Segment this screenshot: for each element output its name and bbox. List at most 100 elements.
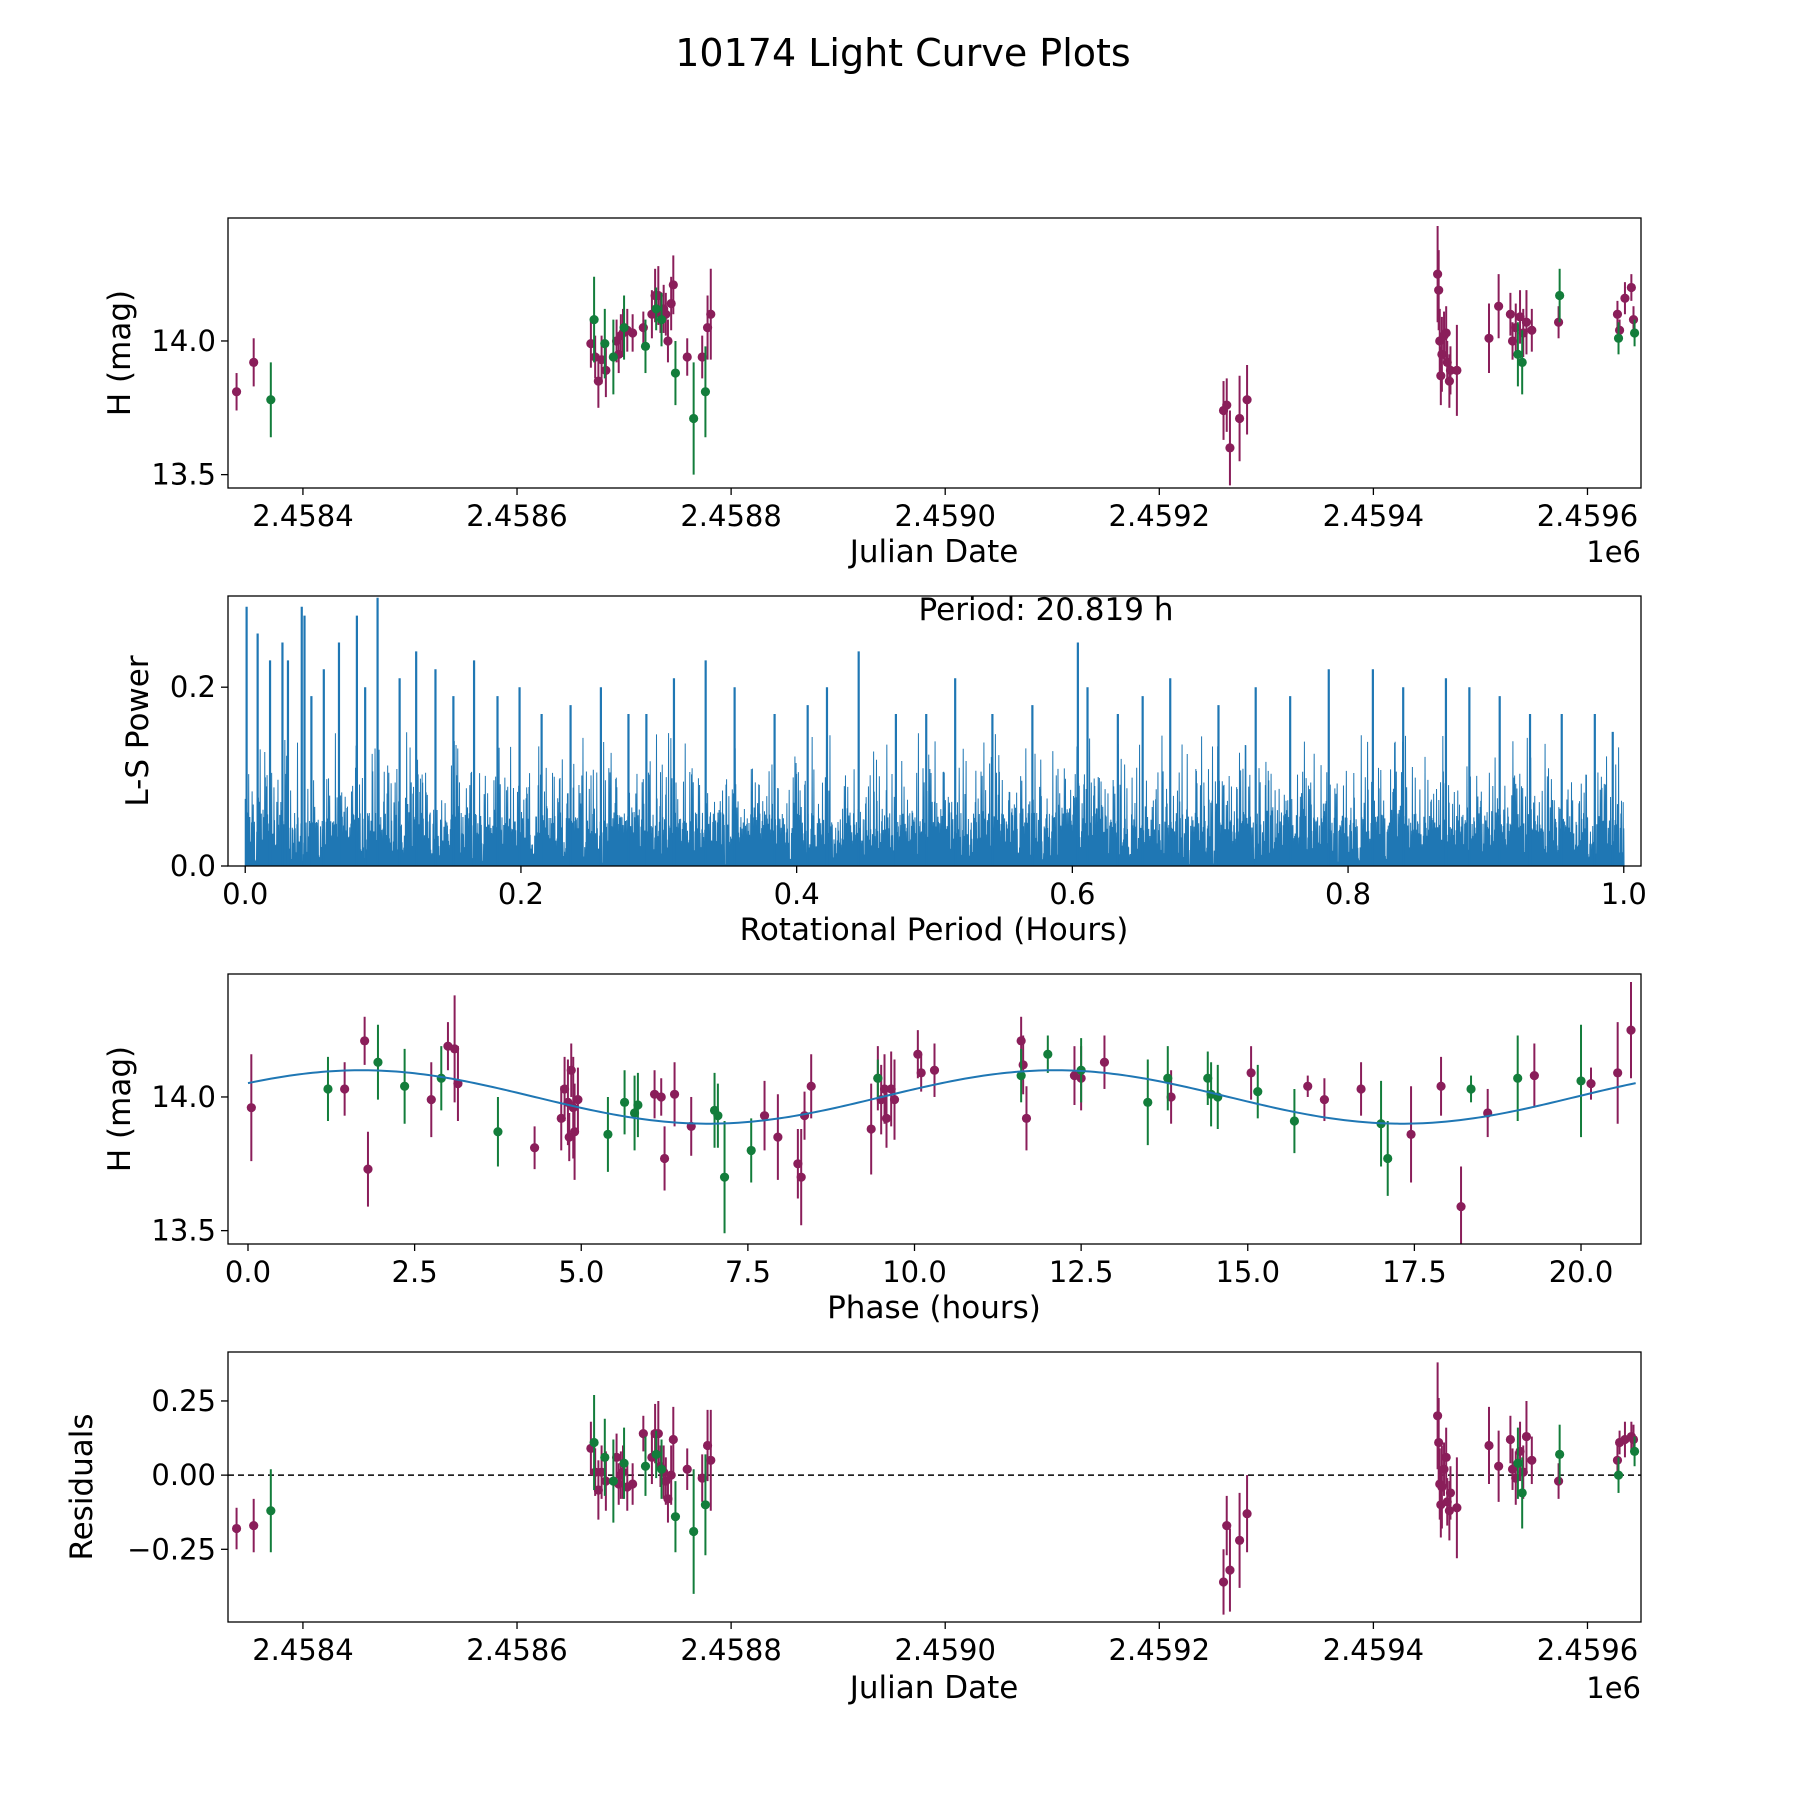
data-point-r bbox=[1522, 1432, 1531, 1441]
data-point-r bbox=[1219, 1577, 1228, 1586]
phased-y-label: H (mag) bbox=[102, 1046, 138, 1172]
data-point-g bbox=[609, 352, 618, 361]
lightcurve-x-ticks: 2.4584 2.4586 2.4588 2.4590 2.4592 2.4594 2.45… bbox=[252, 488, 1638, 533]
data-point-r bbox=[427, 1095, 436, 1104]
data-point-r bbox=[639, 1429, 648, 1438]
x-tick-label: 15.0 bbox=[1215, 1255, 1280, 1289]
data-point-g bbox=[1383, 1154, 1392, 1163]
data-point-r bbox=[1437, 350, 1446, 359]
x-tick-label: 2.4592 bbox=[1109, 499, 1210, 533]
data-point-r bbox=[1437, 1482, 1446, 1491]
data-point-r bbox=[773, 1132, 782, 1141]
data-point-r bbox=[1511, 323, 1520, 332]
data-point-g bbox=[720, 1173, 729, 1182]
data-point-r bbox=[660, 1154, 669, 1163]
data-point-r bbox=[247, 1103, 256, 1112]
data-point-r bbox=[669, 1435, 678, 1444]
data-point-r bbox=[1022, 1114, 1031, 1123]
x-tick-label: 0.8 bbox=[1325, 877, 1371, 911]
data-point-g bbox=[589, 1438, 598, 1447]
data-point-g bbox=[641, 1462, 650, 1471]
x-tick-label: 2.4586 bbox=[466, 499, 567, 533]
data-point-g bbox=[589, 315, 598, 324]
data-point-r bbox=[567, 1066, 576, 1075]
x-tick-label: 2.4588 bbox=[680, 499, 781, 533]
data-point-g bbox=[1513, 1459, 1522, 1468]
x-tick-label: 2.4594 bbox=[1323, 499, 1424, 533]
data-point-r bbox=[639, 323, 648, 332]
x-tick-label: 12.5 bbox=[1049, 1255, 1114, 1289]
data-point-g bbox=[671, 1512, 680, 1521]
data-point-g bbox=[652, 304, 661, 313]
data-point-r bbox=[1439, 1465, 1448, 1474]
lightcurve-y-ticks: 13.5 14.0 bbox=[151, 324, 228, 492]
x-tick-label: 0.0 bbox=[222, 877, 268, 911]
phased-plot-area bbox=[247, 982, 1636, 1247]
data-point-r bbox=[669, 280, 678, 289]
data-point-r bbox=[1620, 294, 1629, 303]
x-tick-label: 0.0 bbox=[225, 1255, 271, 1289]
y-tick-label: −0.25 bbox=[127, 1532, 216, 1566]
data-point-r bbox=[1494, 302, 1503, 311]
data-point-r bbox=[1506, 310, 1515, 319]
data-point-r bbox=[1436, 1082, 1445, 1091]
data-point-r bbox=[1452, 366, 1461, 375]
data-point-r bbox=[683, 352, 692, 361]
data-point-r bbox=[1320, 1095, 1329, 1104]
data-point-g bbox=[1518, 1488, 1527, 1497]
lightcurve-axes-frame bbox=[228, 218, 1641, 488]
periodogram-plot-area bbox=[245, 598, 1624, 866]
data-point-g bbox=[671, 368, 680, 377]
phased-axes-frame bbox=[228, 974, 1641, 1244]
data-point-r bbox=[657, 1092, 666, 1101]
phased-x-label: Phase (hours) bbox=[827, 1290, 1041, 1326]
data-point-r bbox=[670, 1090, 679, 1099]
data-point-r bbox=[1484, 1441, 1493, 1450]
data-point-g bbox=[373, 1058, 382, 1067]
y-tick-label: 0.2 bbox=[170, 670, 216, 704]
data-point-r bbox=[1494, 1462, 1503, 1471]
y-tick-label: 14.0 bbox=[151, 1080, 216, 1114]
lightcurve-plot-area bbox=[232, 226, 1639, 485]
data-point-r bbox=[1017, 1036, 1026, 1045]
data-point-r bbox=[1554, 318, 1563, 327]
data-point-r bbox=[360, 1036, 369, 1045]
residuals-axes-frame bbox=[228, 1352, 1641, 1622]
data-point-r bbox=[882, 1114, 891, 1123]
data-point-g bbox=[620, 1098, 629, 1107]
data-point-r bbox=[654, 1429, 663, 1438]
data-point-g bbox=[619, 1459, 628, 1468]
data-point-g bbox=[1290, 1116, 1299, 1125]
data-point-g bbox=[1555, 1450, 1564, 1459]
data-point-g bbox=[701, 1500, 710, 1509]
lightcurve-x-offset-text: 1e6 bbox=[1586, 535, 1641, 569]
lightcurve-y-label: H (mag) bbox=[102, 290, 138, 416]
data-point-g bbox=[652, 1450, 661, 1459]
periodogram-y-ticks: 0.0 0.2 bbox=[170, 670, 228, 883]
periodogram-y-label: L-S Power bbox=[120, 655, 156, 806]
data-point-r bbox=[1235, 1536, 1244, 1545]
data-point-r bbox=[917, 1068, 926, 1077]
lightcurve-x-label: Julian Date bbox=[848, 534, 1019, 570]
phased-y-ticks: 13.514.0 bbox=[151, 1080, 228, 1248]
data-point-r bbox=[1225, 1565, 1234, 1574]
data-point-g bbox=[1576, 1076, 1585, 1085]
data-point-r bbox=[1442, 1453, 1451, 1462]
data-point-g bbox=[689, 414, 698, 423]
x-tick-label: 2.4588 bbox=[680, 1633, 781, 1667]
data-point-g bbox=[609, 1476, 618, 1485]
y-tick-label: 0.0 bbox=[170, 849, 216, 883]
data-point-r bbox=[340, 1084, 349, 1093]
data-point-r bbox=[1626, 1026, 1635, 1035]
data-point-r bbox=[363, 1165, 372, 1174]
data-point-g bbox=[873, 1074, 882, 1083]
x-tick-label: 0.4 bbox=[774, 877, 820, 911]
x-tick-label: 2.4596 bbox=[1537, 499, 1638, 533]
data-point-r bbox=[1303, 1082, 1312, 1091]
data-point-r bbox=[601, 366, 610, 375]
data-point-r bbox=[1442, 328, 1451, 337]
data-point-g bbox=[689, 1527, 698, 1536]
y-tick-label: 13.5 bbox=[151, 458, 216, 492]
data-point-r bbox=[807, 1082, 816, 1091]
x-tick-label: 2.4590 bbox=[894, 1633, 995, 1667]
